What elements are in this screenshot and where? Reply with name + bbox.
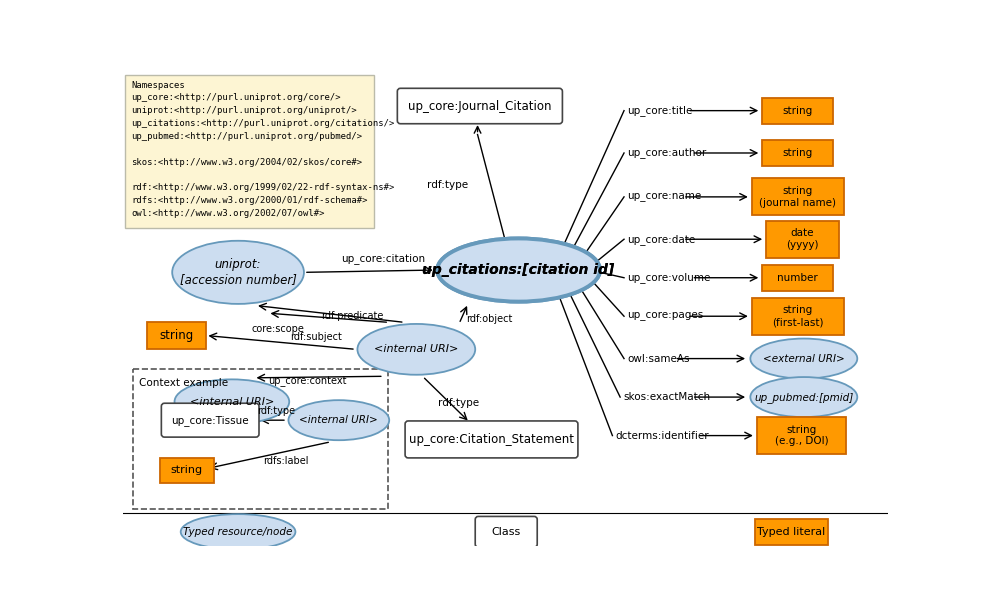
- Text: rdf:type: rdf:type: [256, 406, 295, 416]
- Text: date
(yyyy): date (yyyy): [785, 228, 817, 250]
- FancyBboxPatch shape: [765, 221, 838, 258]
- Text: string: string: [782, 106, 811, 115]
- FancyBboxPatch shape: [756, 417, 846, 454]
- Text: up_core:name: up_core:name: [626, 192, 701, 202]
- Text: up_core:Citation_Statement: up_core:Citation_Statement: [408, 433, 574, 446]
- Text: up_core:volume: up_core:volume: [626, 272, 710, 283]
- Text: string
(e.g., DOI): string (e.g., DOI): [774, 425, 827, 446]
- Text: <internal URI>: <internal URI>: [374, 344, 458, 354]
- Text: core:scope: core:scope: [251, 324, 305, 334]
- Text: string
(first-last): string (first-last): [771, 305, 822, 327]
- Text: up_core:title: up_core:title: [626, 105, 692, 116]
- Text: rdf:object: rdf:object: [465, 314, 512, 324]
- Text: Context example: Context example: [139, 378, 228, 388]
- Text: uniprot:
[accession number]: uniprot: [accession number]: [179, 258, 296, 286]
- Text: up_core:date: up_core:date: [626, 234, 695, 245]
- Text: skos:exactMatch: skos:exactMatch: [622, 392, 710, 402]
- Ellipse shape: [172, 241, 304, 304]
- FancyBboxPatch shape: [761, 265, 832, 291]
- Text: <internal URI>: <internal URI>: [299, 415, 378, 425]
- FancyBboxPatch shape: [397, 88, 562, 124]
- Text: Typed resource/node: Typed resource/node: [183, 527, 293, 537]
- FancyBboxPatch shape: [404, 421, 578, 458]
- Text: up_core:context: up_core:context: [268, 376, 347, 387]
- Ellipse shape: [288, 400, 388, 440]
- FancyBboxPatch shape: [132, 368, 387, 509]
- Text: <internal URI>: <internal URI>: [189, 397, 274, 406]
- FancyBboxPatch shape: [750, 298, 843, 335]
- Text: up_core:pages: up_core:pages: [626, 311, 703, 321]
- Ellipse shape: [180, 514, 295, 550]
- Text: rdf:subject: rdf:subject: [289, 332, 341, 342]
- FancyBboxPatch shape: [474, 516, 536, 547]
- Text: rdf:type: rdf:type: [426, 181, 467, 190]
- Text: rdfs:label: rdfs:label: [263, 456, 309, 466]
- Ellipse shape: [437, 238, 599, 301]
- Text: <external URI>: <external URI>: [762, 354, 844, 363]
- Text: up_core:author: up_core:author: [626, 147, 706, 158]
- Ellipse shape: [749, 338, 857, 379]
- Text: string: string: [159, 329, 193, 342]
- FancyBboxPatch shape: [160, 458, 214, 483]
- FancyBboxPatch shape: [761, 140, 832, 166]
- Ellipse shape: [749, 377, 857, 417]
- Ellipse shape: [175, 379, 289, 424]
- Text: up_citations:[citation id]: up_citations:[citation id]: [422, 263, 614, 277]
- Text: rdf:type: rdf:type: [437, 398, 478, 408]
- Text: rdf:predicate: rdf:predicate: [320, 311, 383, 321]
- Text: up_pubmed:[pmid]: up_pubmed:[pmid]: [753, 392, 853, 403]
- Ellipse shape: [357, 324, 474, 375]
- Text: up_core:Journal_Citation: up_core:Journal_Citation: [408, 99, 551, 112]
- FancyBboxPatch shape: [147, 322, 205, 349]
- FancyBboxPatch shape: [125, 76, 374, 228]
- FancyBboxPatch shape: [750, 179, 843, 216]
- Text: Typed literal: Typed literal: [756, 527, 824, 537]
- Text: Namespaces
up_core:<http://purl.uniprot.org/core/>
uniprot:<http://purl.uniprot.: Namespaces up_core:<http://purl.uniprot.…: [131, 80, 394, 218]
- Ellipse shape: [437, 238, 599, 301]
- FancyBboxPatch shape: [754, 519, 827, 545]
- Text: up_core:citation: up_core:citation: [340, 253, 425, 264]
- Text: Class: Class: [491, 527, 521, 537]
- Text: string: string: [171, 465, 203, 475]
- Text: dcterms:identifier: dcterms:identifier: [615, 430, 708, 441]
- Text: string: string: [782, 148, 811, 158]
- Text: owl:sameAs: owl:sameAs: [626, 354, 689, 363]
- Text: up_core:Tissue: up_core:Tissue: [172, 414, 248, 426]
- Text: up_citations:[citation id]: up_citations:[citation id]: [422, 263, 614, 277]
- FancyBboxPatch shape: [161, 403, 258, 437]
- FancyBboxPatch shape: [761, 98, 832, 124]
- Text: string
(journal name): string (journal name): [758, 186, 835, 208]
- Text: number: number: [776, 273, 817, 282]
